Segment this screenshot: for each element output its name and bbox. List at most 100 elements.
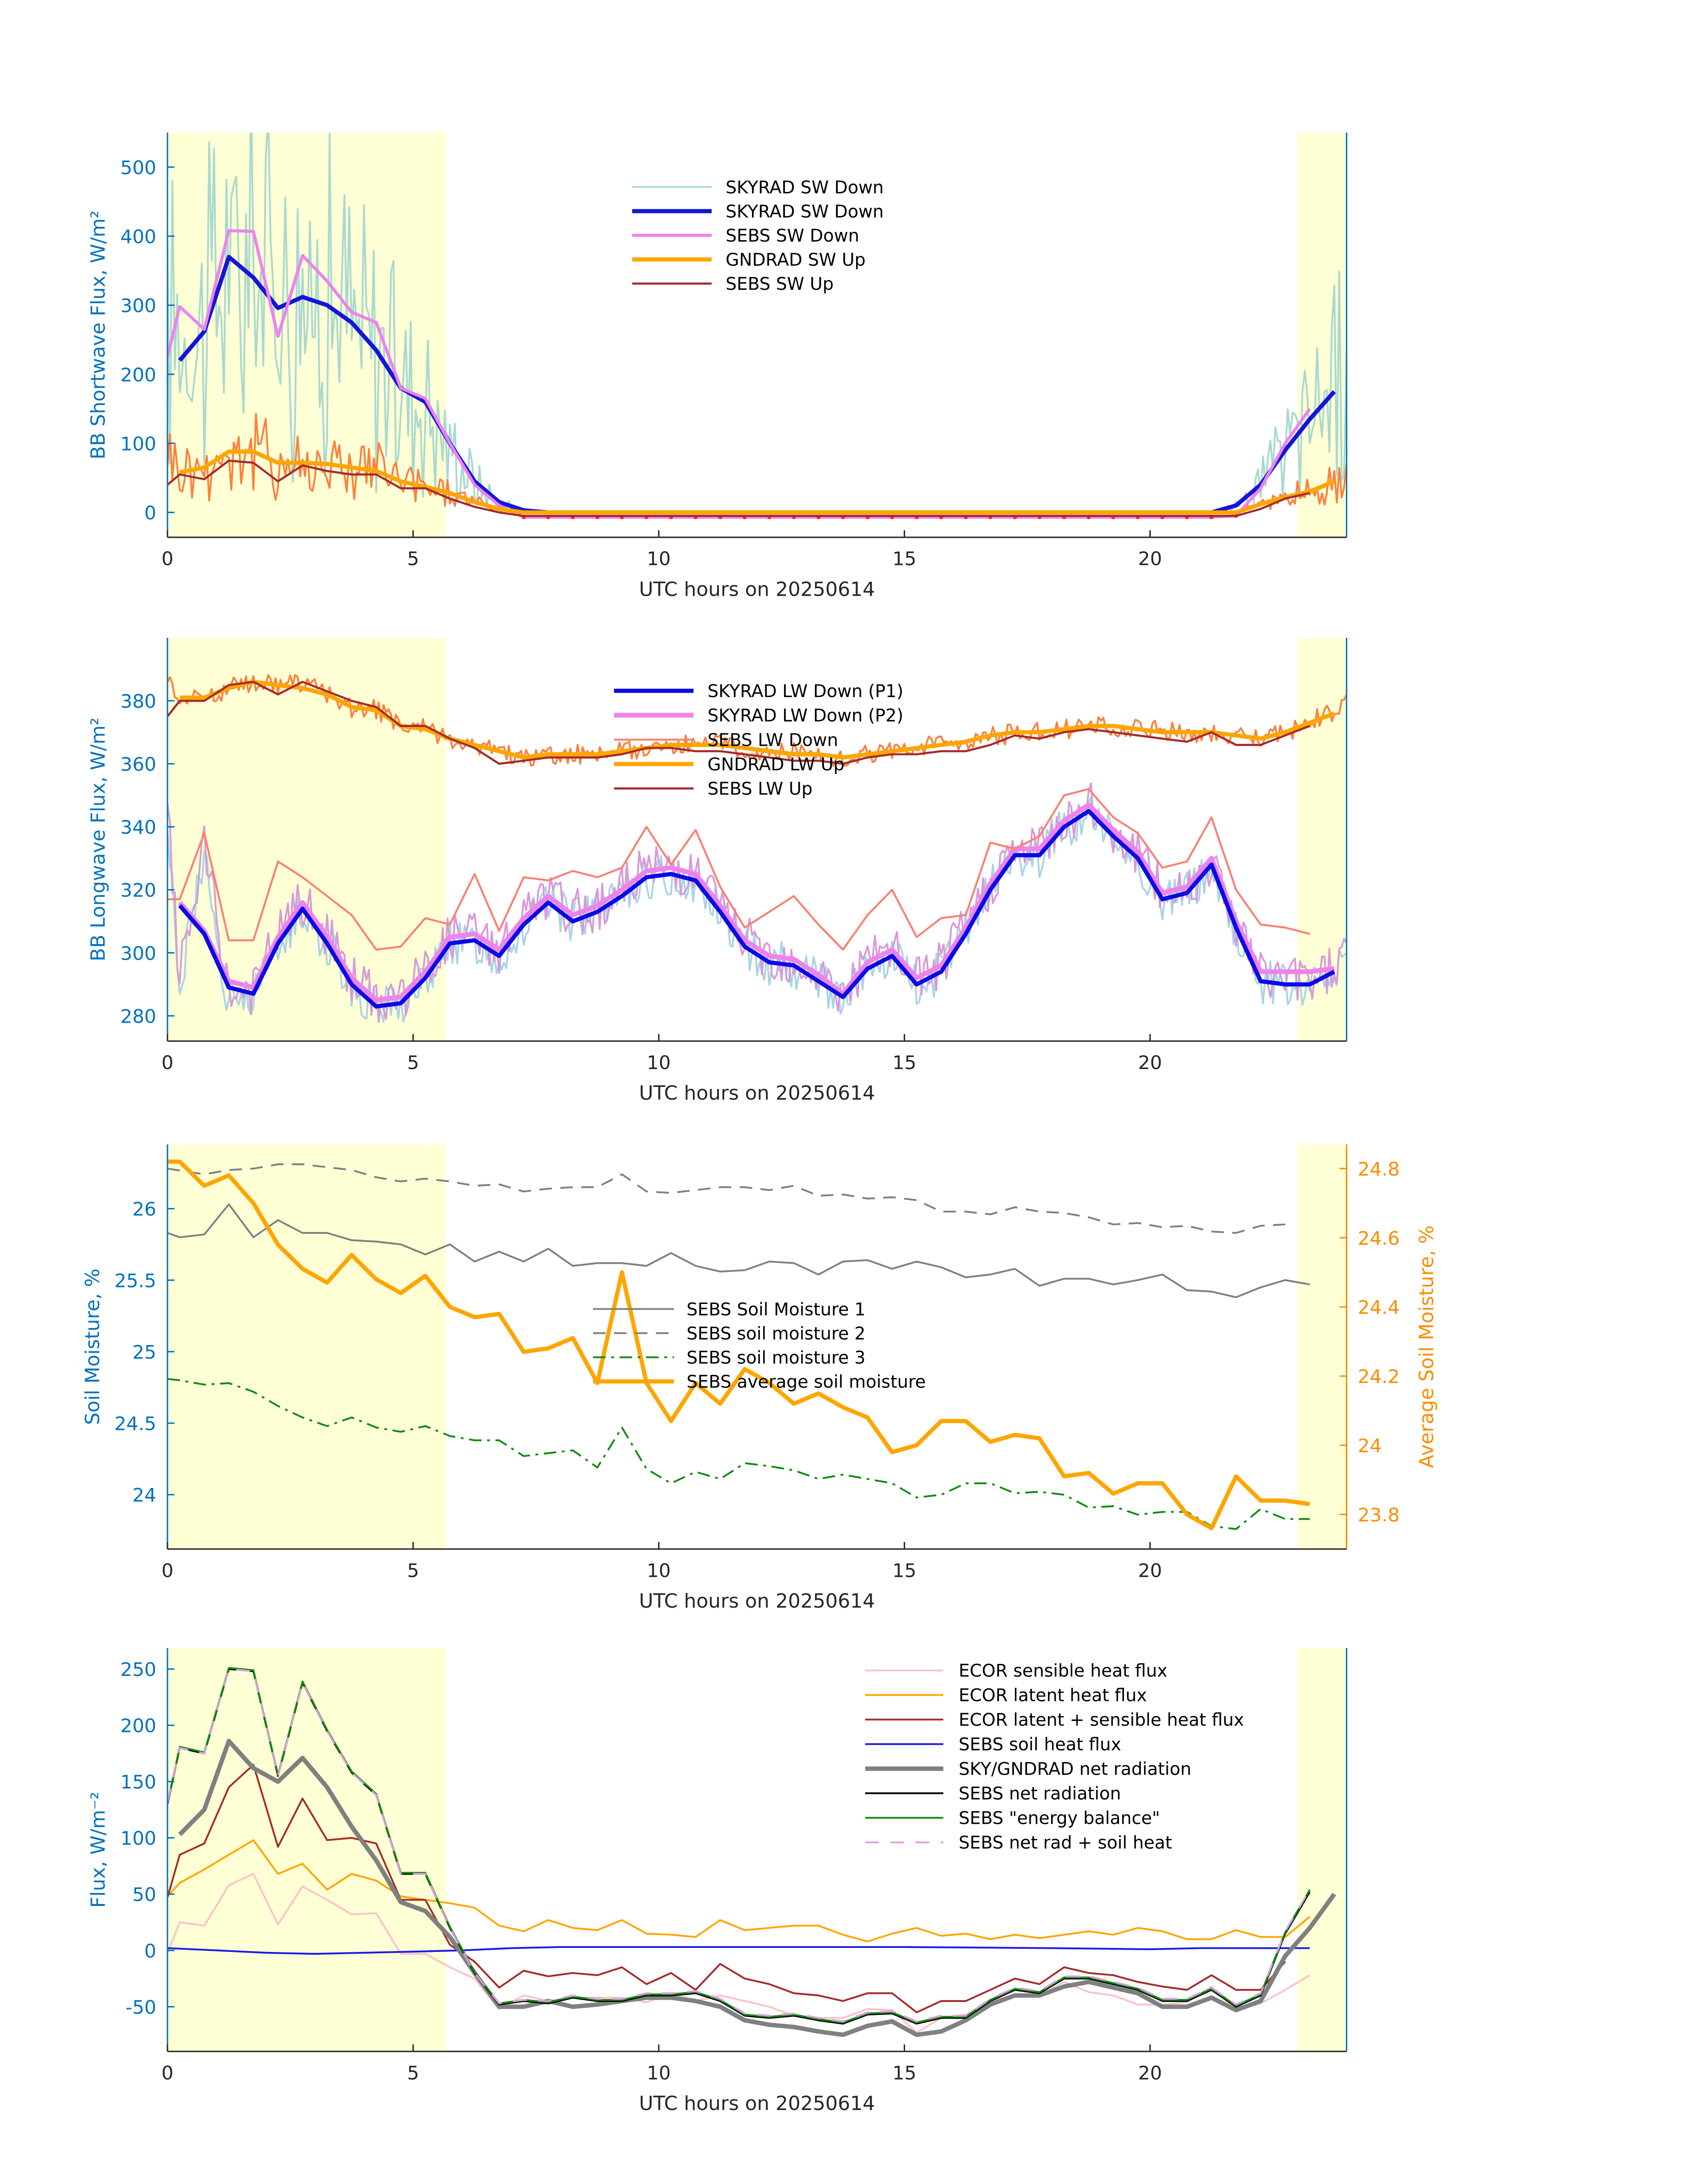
panel-2: 0 5 10 15 20 280 300 320 340 360 380 UTC hours on 2… (87, 638, 1348, 1105)
legend-label: SKYRAD LW Down (P2) (707, 706, 903, 726)
y-tick-label: 300 (121, 942, 157, 964)
night-shade-region (1297, 638, 1347, 1041)
y-tick-label: 400 (121, 226, 157, 247)
y-tick-label: 360 (121, 753, 157, 775)
series-line-gndrad-lw-up (180, 680, 1335, 760)
legend-label: SEBS soil moisture 3 (687, 1348, 866, 1368)
x-tick-label: 5 (407, 1052, 419, 1074)
x-tick-label: 15 (893, 2062, 917, 2084)
legend-label: GNDRAD LW Up (707, 755, 844, 775)
legend-label: ECOR sensible heat flux (959, 1661, 1167, 1681)
y2-tick-label: 24.2 (1358, 1366, 1400, 1387)
legend-label: SEBS soil moisture 2 (687, 1324, 866, 1344)
x-tick-label: 10 (647, 1052, 671, 1074)
x-tick-label: 15 (893, 1052, 917, 1074)
plot-area (167, 132, 1347, 519)
y2-tick-label: 24 (1358, 1435, 1382, 1457)
series-line-gndrad-sw-up (179, 449, 1335, 515)
legend-label: SEBS net rad + soil heat (959, 1833, 1172, 1853)
series-line-sebs-lw-up (167, 681, 1310, 765)
y-axis-label: BB Longwave Flux, W/m² (87, 718, 109, 961)
series-line-ecor-latent-sensible-heat-flux (167, 1763, 1286, 2014)
x-tick-label: 20 (1138, 548, 1162, 570)
y-tick-label: -50 (125, 1996, 156, 2018)
series-line-sebs-net-rad-soil-heat (167, 1668, 1311, 2022)
legend-label: SEBS net radiation (959, 1784, 1121, 1804)
x-axis-label: UTC hours on 20250614 (639, 578, 875, 601)
legend-label: SEBS average soil moisture (687, 1372, 926, 1392)
legend-label: SKY/GNDRAD net radiation (959, 1759, 1191, 1780)
y-tick-label: 100 (121, 1827, 157, 1849)
series-line-sebs-sw-down (167, 229, 1311, 519)
legend-label: SKYRAD SW Down (726, 202, 884, 222)
y-tick-label: 150 (121, 1771, 157, 1793)
plot-area (167, 674, 1347, 1023)
panel-3: 0 5 10 15 20 24 24.5 25 25.5 26 23.8 24 24.2 24.4 24.6… (81, 1144, 1438, 1613)
y-tick-label: 0 (144, 1940, 156, 1962)
series-line-sebs-lw-down (167, 788, 1310, 951)
y-axis-label: Soil Moisture, % (81, 1268, 104, 1425)
legend-label: SEBS soil heat flux (959, 1735, 1121, 1755)
x-tick-label: 5 (407, 1559, 419, 1581)
y2-tick-label: 24.6 (1358, 1227, 1400, 1249)
series-line-sebs-soil-moisture-3 (167, 1378, 1310, 1530)
legend-label: SEBS LW Down (707, 730, 838, 750)
y-tick-label: 200 (121, 1715, 157, 1737)
legend: SKYRAD LW Down (P1) SKYRAD LW Down (P2) SE… (614, 681, 903, 799)
legend-label: SEBS LW Up (707, 779, 812, 799)
series-line-sebs-soil-moisture-2 (167, 1163, 1286, 1234)
y-tick-label: 26 (132, 1198, 156, 1220)
legend: ECOR sensible heat flux ECOR latent heat … (865, 1661, 1244, 1853)
series-line-skyrad-lw-down-p2- (178, 802, 1335, 1003)
x-tick-label: 10 (647, 548, 671, 570)
legend-label: ECOR latent + sensible heat flux (959, 1710, 1244, 1730)
night-shade-region (1297, 1648, 1347, 2052)
y2-tick-label: 24.4 (1358, 1296, 1400, 1318)
series-line-ecor-latent-heat-flux (167, 1839, 1311, 1943)
x-tick-label: 20 (1138, 1052, 1162, 1074)
y2-tick-label: 24.8 (1358, 1158, 1400, 1180)
night-shade-region (167, 638, 446, 1041)
series-line-sebs-average-soil-moisture (167, 1159, 1310, 1530)
y-tick-label: 24.5 (114, 1413, 156, 1435)
y-tick-label: 100 (121, 433, 157, 455)
series-line-skyrad-lw-down-1-min-p1- (167, 796, 1347, 1023)
legend-label: GNDRAD SW Up (726, 250, 865, 270)
y-tick-label: 0 (144, 502, 156, 524)
panel-4: 0 5 10 15 20 -50 0 50 100 150 200 250 UTC hours on 2… (87, 1648, 1348, 2115)
plot-area (167, 1667, 1336, 2037)
y-tick-label: 380 (121, 690, 157, 712)
legend-label: SEBS SW Down (726, 226, 859, 246)
y-tick-label: 25.5 (114, 1270, 156, 1291)
legend: SEBS Soil Moisture 1 SEBS soil moisture 2… (593, 1300, 926, 1392)
x-tick-label: 0 (162, 1052, 174, 1074)
legend-label: SEBS Soil Moisture 1 (687, 1300, 866, 1320)
series-line-sebs-sw-up (167, 460, 1310, 517)
y-tick-label: 320 (121, 879, 157, 901)
x-tick-label: 0 (162, 2062, 174, 2084)
y-tick-label: 24 (132, 1484, 156, 1506)
x-tick-label: 10 (647, 1559, 671, 1581)
x-axis-label: UTC hours on 20250614 (639, 1082, 875, 1105)
x-tick-label: 5 (407, 548, 419, 570)
x-tick-label: 5 (407, 2062, 419, 2084)
y-tick-label: 300 (121, 295, 157, 317)
x-tick-label: 0 (162, 548, 174, 570)
x-axis-label: UTC hours on 20250614 (639, 2092, 875, 2115)
y-tick-label: 200 (121, 364, 157, 386)
night-shade-region (167, 1144, 446, 1549)
legend-label: SKYRAD LW Down (P1) (707, 681, 903, 702)
x-tick-label: 15 (893, 548, 917, 570)
y-tick-label: 25 (132, 1341, 156, 1363)
legend-label: ECOR latent heat flux (959, 1686, 1147, 1706)
series-line-skyrad-lw-down-p1- (178, 809, 1336, 1009)
y-tick-label: 500 (121, 157, 157, 179)
plot-area (167, 1159, 1310, 1530)
legend-label: SEBS "energy balance" (959, 1809, 1160, 1829)
x-tick-label: 10 (647, 2062, 671, 2084)
y-tick-label: 340 (121, 816, 157, 838)
legend-label: SEBS SW Up (726, 274, 834, 294)
x-tick-label: 20 (1138, 1559, 1162, 1581)
